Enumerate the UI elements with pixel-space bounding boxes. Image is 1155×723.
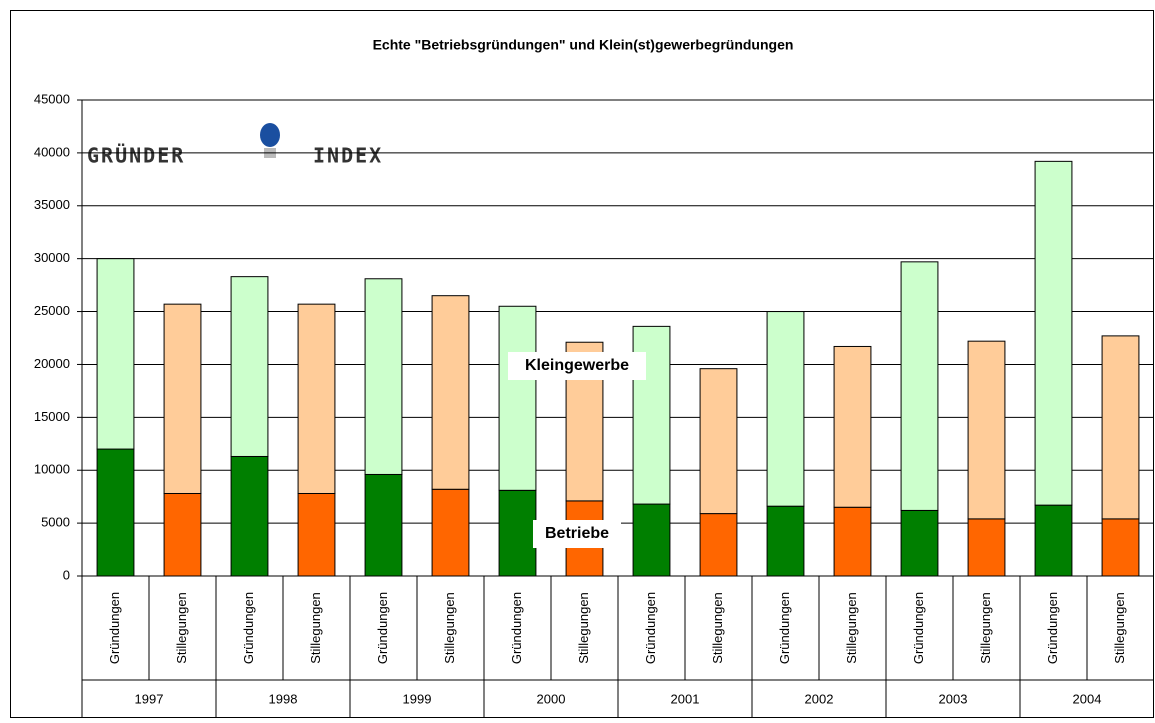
x-tick-label: Stillegungen bbox=[308, 592, 323, 664]
bar-segment bbox=[364, 278, 403, 475]
y-tick-label: 25000 bbox=[34, 303, 70, 318]
bar-segment bbox=[1101, 335, 1140, 520]
group-label: 2004 bbox=[1073, 691, 1102, 706]
x-tick-label: Stillegungen bbox=[844, 592, 859, 664]
bar-segment bbox=[766, 311, 805, 507]
bar-segment bbox=[766, 505, 805, 577]
chart-title: Echte "Betriebsgründungen" und Klein(st)… bbox=[373, 37, 794, 53]
bar-segment bbox=[1101, 518, 1140, 577]
series-label: Kleingewerbe bbox=[525, 357, 629, 374]
x-tick-label: Stillegungen bbox=[1112, 592, 1127, 664]
logo-text: INDEX bbox=[313, 144, 383, 168]
bar-segment bbox=[699, 368, 738, 515]
group-label: 2003 bbox=[939, 691, 968, 706]
logo: GRÜNDER INDEX bbox=[87, 123, 383, 168]
group-label: 1998 bbox=[269, 691, 298, 706]
bar-segment bbox=[364, 473, 403, 577]
y-tick-label: 45000 bbox=[34, 91, 70, 106]
x-tick-label: Gründungen bbox=[107, 592, 122, 664]
series-label: Betriebe bbox=[545, 525, 609, 542]
x-tick-label: Stillegungen bbox=[174, 592, 189, 664]
bar-segment bbox=[967, 340, 1006, 520]
bar-segment bbox=[431, 488, 470, 577]
y-tick-label: 40000 bbox=[34, 144, 70, 159]
bar-segment bbox=[967, 518, 1006, 577]
group-label: 2000 bbox=[537, 691, 566, 706]
y-tick-label: 10000 bbox=[34, 462, 70, 477]
label-background bbox=[533, 520, 621, 548]
bar-segment bbox=[900, 509, 939, 577]
label-background bbox=[508, 352, 646, 380]
x-tick-label: Gründungen bbox=[509, 592, 524, 664]
y-tick-label: 20000 bbox=[34, 356, 70, 371]
bar-segment bbox=[900, 261, 939, 511]
bar-segment bbox=[632, 503, 671, 577]
x-tick-label: Gründungen bbox=[643, 592, 658, 664]
bar-segment bbox=[833, 506, 872, 577]
bar-segment bbox=[230, 455, 269, 577]
x-tick-label: Gründungen bbox=[777, 592, 792, 664]
bar-segment bbox=[699, 513, 738, 577]
x-tick-label: Stillegungen bbox=[710, 592, 725, 664]
bar-segment bbox=[96, 258, 135, 450]
bar-segment bbox=[96, 448, 135, 577]
x-tick-label: Gründungen bbox=[911, 592, 926, 664]
group-label: 1997 bbox=[135, 691, 164, 706]
logo-bulb bbox=[260, 123, 280, 147]
x-tick-label: Stillegungen bbox=[576, 592, 591, 664]
bar-segment bbox=[498, 489, 537, 577]
bar-segment bbox=[1034, 504, 1073, 577]
bar-segment bbox=[498, 305, 537, 491]
x-tick-label: Gründungen bbox=[375, 592, 390, 664]
bar-segment bbox=[230, 276, 269, 457]
y-tick-label: 35000 bbox=[34, 197, 70, 212]
y-tick-label: 0 bbox=[63, 567, 70, 582]
group-label: 1999 bbox=[403, 691, 432, 706]
x-tick-label: Stillegungen bbox=[978, 592, 993, 664]
bar-segment bbox=[431, 295, 470, 490]
bar-segment bbox=[163, 492, 202, 577]
y-tick-label: 15000 bbox=[34, 409, 70, 424]
bar-segment bbox=[163, 303, 202, 494]
y-tick-label: 30000 bbox=[34, 250, 70, 265]
bar-segment bbox=[297, 303, 336, 494]
x-tick-label: Gründungen bbox=[1045, 592, 1060, 664]
bar-segment bbox=[1034, 160, 1073, 506]
bar-segment bbox=[833, 345, 872, 508]
logo-text: GRÜNDER bbox=[87, 144, 185, 168]
group-label: 2002 bbox=[805, 691, 834, 706]
group-label: 2001 bbox=[671, 691, 700, 706]
x-tick-label: Gründungen bbox=[241, 592, 256, 664]
x-tick-label: Stillegungen bbox=[442, 592, 457, 664]
y-tick-label: 5000 bbox=[41, 515, 70, 530]
bar-segment bbox=[297, 492, 336, 577]
